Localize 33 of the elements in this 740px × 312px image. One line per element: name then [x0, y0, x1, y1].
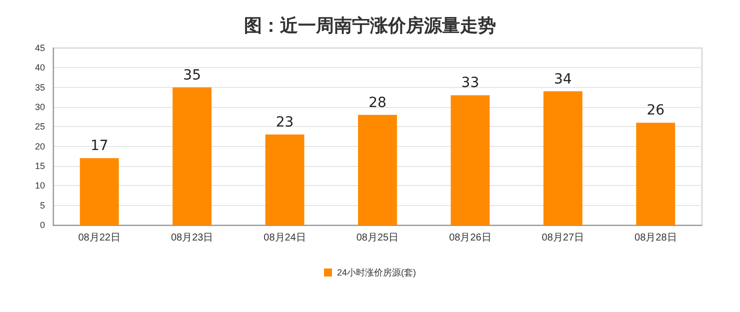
- y-tick-label: 40: [34, 62, 45, 73]
- bar: [358, 114, 397, 225]
- data-label: 23: [276, 114, 294, 131]
- x-tick-label: 08月23日: [170, 232, 214, 244]
- y-tick-label: 20: [34, 141, 45, 152]
- x-tick-label: 08月26日: [449, 232, 492, 244]
- y-tick-label: 45: [34, 43, 45, 53]
- data-label: 17: [90, 138, 108, 154]
- data-label: 34: [554, 71, 572, 88]
- y-tick-label: 15: [34, 161, 45, 171]
- x-tick-label: 08月22日: [78, 232, 120, 244]
- bar: [265, 134, 304, 225]
- y-tick-label: 5: [40, 200, 45, 210]
- x-tick-label: 08月24日: [264, 232, 306, 244]
- data-label: 26: [646, 102, 665, 119]
- data-label: 33: [461, 75, 480, 92]
- data-label: 35: [183, 67, 201, 84]
- y-tick-label: 30: [34, 102, 45, 112]
- bar: [80, 158, 119, 225]
- y-tick-label: 0: [40, 220, 45, 230]
- legend-label: 24小时涨价房源(套): [337, 268, 416, 278]
- data-label: 28: [368, 94, 386, 111]
- x-tick-label: 08月28日: [634, 232, 677, 244]
- x-tick-label: 08月27日: [542, 232, 584, 244]
- bar: [543, 91, 582, 225]
- x-tick-label: 08月25日: [356, 232, 399, 244]
- bar: [172, 87, 212, 225]
- y-tick-label: 25: [34, 122, 45, 132]
- chart-title: 图：近一周南宁涨价房源量走势: [244, 16, 496, 36]
- bar: [636, 122, 676, 225]
- y-tick-label: 10: [34, 180, 45, 191]
- y-tick-label: 35: [34, 82, 45, 92]
- bar: [450, 95, 490, 225]
